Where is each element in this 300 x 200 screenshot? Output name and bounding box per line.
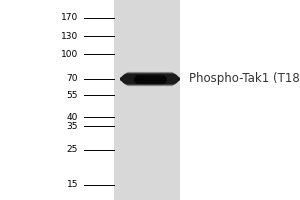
Text: 100: 100: [61, 50, 78, 59]
Text: 25: 25: [67, 145, 78, 154]
Text: 130: 130: [61, 32, 78, 41]
Text: 170: 170: [61, 13, 78, 22]
Text: 55: 55: [67, 91, 78, 100]
Text: 70: 70: [67, 74, 78, 83]
Text: Phospho-Tak1 (T187): Phospho-Tak1 (T187): [189, 72, 300, 85]
Text: 40: 40: [67, 113, 78, 122]
Bar: [114, 0, 180, 200]
Text: 15: 15: [67, 180, 78, 189]
Text: 35: 35: [67, 122, 78, 131]
